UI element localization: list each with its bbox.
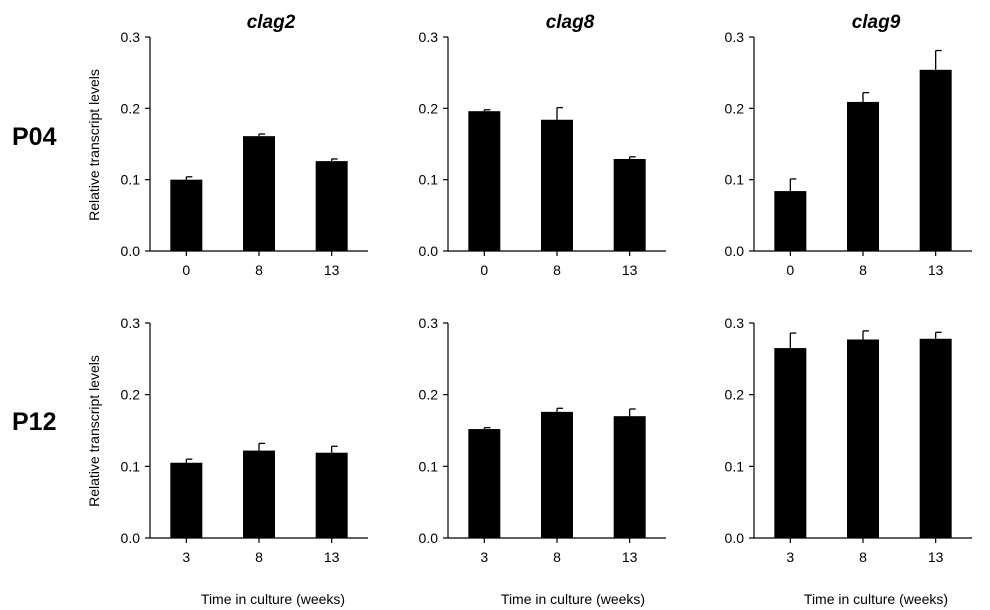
p1-bar-0 (170, 179, 203, 251)
panel-title-clag8: clag8 (545, 12, 595, 33)
p1-x-tick-label: 0 (182, 262, 190, 278)
p4-x-tick-label: 13 (324, 549, 340, 565)
row-label-p12: P12 (12, 408, 57, 436)
p1-y-tick-label: 0.0 (121, 243, 141, 259)
p3-bar-13 (919, 69, 952, 252)
p2-y-tick-label: 0.0 (419, 243, 439, 259)
p3-y-tick-label: 0.3 (725, 29, 745, 45)
p4-x-tick-label: 3 (182, 549, 190, 565)
p5-y-tick-label: 0.2 (419, 387, 439, 403)
p2-x-tick-label: 8 (553, 262, 561, 278)
panel-title-clag2: clag2 (246, 12, 296, 33)
row-label-p04: P04 (12, 123, 57, 151)
p5-x-tick-label: 8 (553, 549, 561, 565)
p2-bar-0 (468, 111, 501, 251)
p3-x-tick-label: 8 (859, 262, 867, 278)
p6-y-tick-label: 0.1 (725, 458, 745, 474)
p1-bar-13 (315, 161, 348, 251)
p2-y-tick-label: 0.2 (419, 100, 439, 116)
p4-y-tick-label: 0.1 (121, 458, 141, 474)
p1-bar-8 (243, 136, 275, 251)
x-axis-label-3: Time in culture (weeks) (803, 591, 949, 607)
p6-y-tick-label: 0.2 (725, 387, 745, 403)
p2-y-tick-label: 0.1 (419, 172, 439, 188)
p2-bar-8 (541, 119, 573, 251)
p5-bar-13 (613, 416, 646, 538)
p5-bar-3 (468, 429, 501, 538)
p2-x-tick-label: 13 (622, 262, 638, 278)
p1-y-tick-label: 0.1 (121, 172, 141, 188)
x-axis-label-1: Time in culture (weeks) (200, 591, 346, 607)
p1-x-tick-label: 8 (255, 262, 263, 278)
p3-y-tick-label: 0.2 (725, 100, 745, 116)
p2-bar-13 (613, 158, 646, 251)
p4-y-tick-label: 0.2 (121, 387, 141, 403)
p6-y-tick-label: 0.3 (725, 315, 745, 331)
p3-y-tick-label: 0.1 (725, 172, 745, 188)
p6-bar-3 (774, 348, 807, 538)
p1-y-tick-label: 0.3 (121, 29, 141, 45)
p1-y-tick-label: 0.2 (121, 100, 141, 116)
p4-y-tick-label: 0.0 (121, 530, 141, 546)
p3-bar-8 (847, 101, 879, 251)
p5-y-tick-label: 0.0 (419, 530, 439, 546)
p3-x-tick-label: 13 (928, 262, 944, 278)
p6-x-tick-label: 8 (859, 549, 867, 565)
p5-y-tick-label: 0.3 (419, 315, 439, 331)
x-axis-label-2: Time in culture (weeks) (500, 591, 646, 607)
p5-bar-8 (541, 411, 573, 538)
p3-y-tick-label: 0.0 (725, 243, 745, 259)
p5-y-tick-label: 0.1 (419, 458, 439, 474)
p6-bar-8 (847, 339, 879, 538)
p6-x-tick-label: 13 (928, 549, 944, 565)
p6-x-tick-label: 3 (786, 549, 794, 565)
p5-x-tick-label: 3 (480, 549, 488, 565)
p2-y-tick-label: 0.3 (419, 29, 439, 45)
p3-x-tick-label: 0 (786, 262, 794, 278)
p4-y-tick-label: 0.3 (121, 315, 141, 331)
panel-title-clag9: clag9 (851, 12, 901, 33)
p6-bar-13 (919, 338, 952, 538)
p4-bar-13 (315, 452, 348, 538)
p4-x-tick-label: 8 (255, 549, 263, 565)
p5-x-tick-label: 13 (622, 549, 638, 565)
p4-bar-3 (170, 462, 203, 538)
p1-x-tick-label: 13 (324, 262, 340, 278)
p4-bar-8 (243, 450, 275, 538)
p6-y-tick-label: 0.0 (725, 530, 745, 546)
p3-bar-0 (774, 191, 807, 251)
p2-x-tick-label: 0 (480, 262, 488, 278)
